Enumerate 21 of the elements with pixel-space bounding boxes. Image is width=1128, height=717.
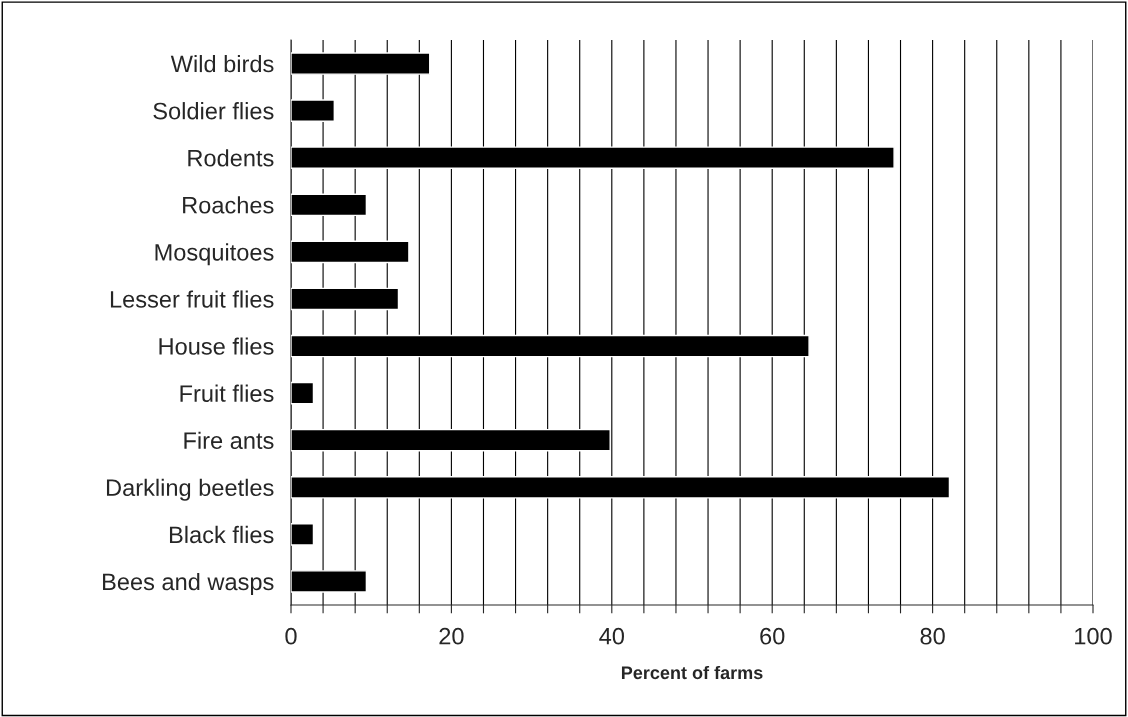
y-tick-label: Roaches [183, 196, 274, 214]
bar [291, 523, 315, 546]
y-tick-label: House flies [159, 337, 274, 355]
y-tick-label: Black flies [169, 525, 274, 544]
x-tick-label: 0 [285, 627, 297, 645]
x-tick-label: 80 [920, 627, 945, 645]
y-tick-label: Bees and wasps [103, 572, 274, 595]
x-axis-title: Percent of farms [621, 665, 763, 680]
y-tick-label: Soldier flies [153, 102, 274, 120]
y-tick-label: Wild birds [170, 54, 274, 73]
x-tick-label: 40 [599, 627, 625, 645]
y-tick-label: Darkling beetles [106, 478, 274, 501]
x-tick-label: 20 [439, 627, 464, 645]
y-tick-label: Rodents [188, 149, 274, 167]
bar [291, 381, 315, 405]
y-tick-label: Mosquitoes [155, 243, 274, 266]
x-tick-label: 100 [1075, 627, 1112, 645]
y-tick-label: Lesser fruit flies [110, 290, 274, 308]
x-tick-label: 60 [760, 627, 785, 645]
y-tick-label: Fruit flies [180, 384, 274, 402]
y-tick-label: Fire ants [184, 431, 274, 449]
